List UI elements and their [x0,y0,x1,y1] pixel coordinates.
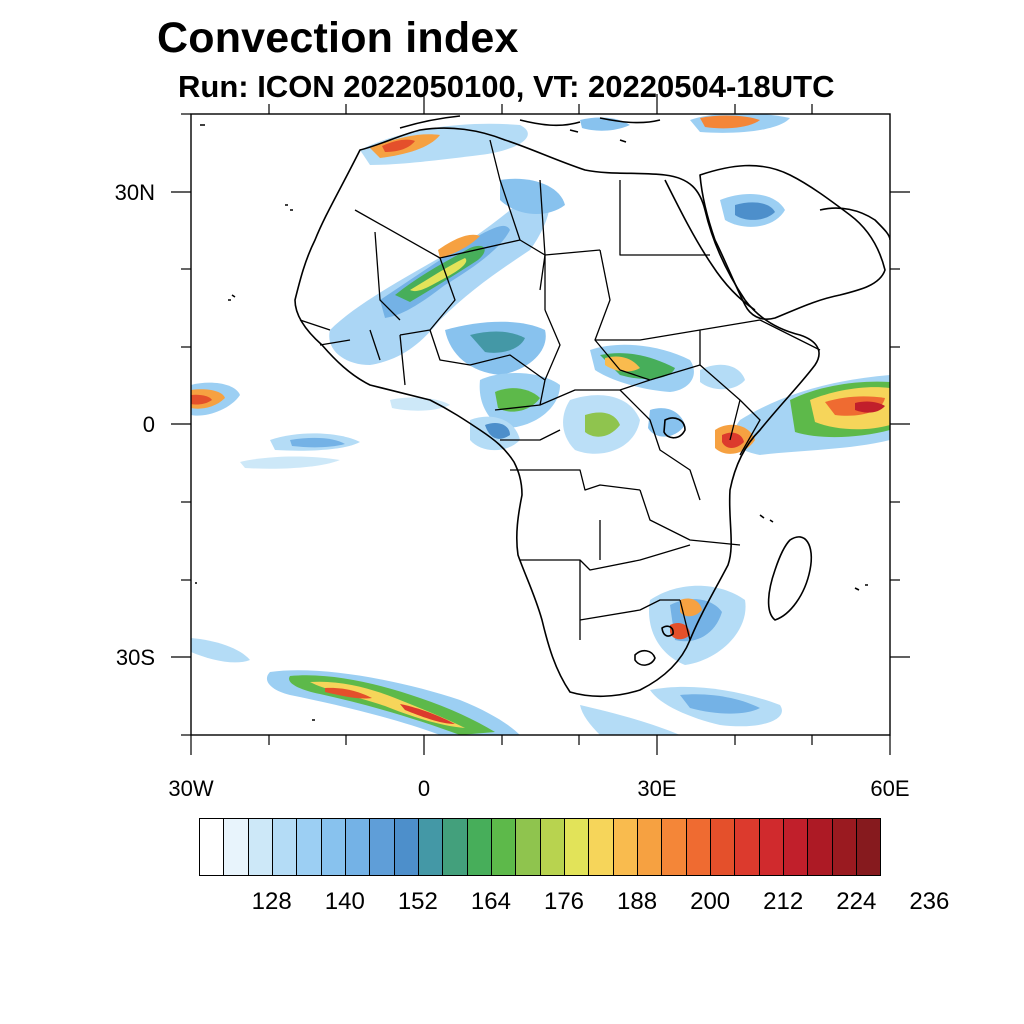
colorbar-label: 152 [397,888,438,915]
lon-label-30w: 30W [168,776,214,801]
lon-label-0: 0 [417,776,431,801]
colorbar-swatch [467,819,492,875]
africa-coastline [294,127,820,698]
indian-ocean-islands [759,514,868,591]
colorbar-label: 236 [909,888,950,915]
colorbar-swatch [248,819,273,875]
colorbar [199,818,881,876]
convection-southern-band [191,638,680,735]
colorbar-swatch [516,819,541,875]
colorbar-swatch [224,819,249,875]
colorbar-swatch [589,819,614,875]
convection-atlantic-streaks [240,397,450,469]
convection-east-africa [700,364,890,455]
colorbar-label: 188 [617,888,658,915]
atlantic-islands [195,204,315,721]
convection-arabia [720,194,785,227]
colorbar-swatch [200,819,225,875]
colorbar-label: 128 [251,888,292,915]
map-subtitle: Run: ICON 2022050100, VT: 20220504-18UTC [178,69,835,104]
colorbar-swatch [540,819,565,875]
eswatini-border [661,625,674,637]
colorbar-swatch [321,819,346,875]
map-title: Convection index [157,14,519,62]
colorbar-swatch [637,819,663,875]
europe-coastline [399,115,661,129]
colorbar-swatch [272,819,298,875]
colorbar-swatch [662,819,687,875]
red-sea-coast [664,179,756,311]
colorbar-label: 164 [470,888,511,915]
iran-coastline [819,207,890,241]
colorbar-swatch [686,819,711,875]
colorbar-swatch [491,819,517,875]
lake-victoria [663,417,686,439]
colorbar-swatch [370,819,395,875]
lon-label-60e: 60E [870,776,910,801]
colorbar-swatch [564,819,590,875]
convection-southeast-africa [649,585,782,727]
madagascar-coastline [767,536,812,621]
colorbar-swatch [856,819,881,875]
lat-label-0: 0 [142,412,155,437]
colorbar-swatch [759,819,784,875]
country-borders [299,139,821,641]
lat-label-30s: 30S [115,645,155,670]
colorbar-swatch [394,819,419,875]
axis-ticks [171,94,910,755]
colorbar-swatch [735,819,760,875]
colorbar-swatch [832,819,857,875]
colorbar-swatch [443,819,468,875]
colorbar-swatch [297,819,322,875]
convection-atlantic-west [191,382,240,416]
colorbar-label: 140 [324,888,365,915]
coastlines [195,115,890,721]
colorbar-swatch [783,819,809,875]
lon-label-30e: 30E [637,776,677,801]
lat-label-30n: 30N [114,180,155,205]
colorbar-swatch [808,819,833,875]
colorbar-swatch [710,819,736,875]
arabia-coastline [699,164,886,320]
colorbar-swatch [613,819,638,875]
colorbar-label: 200 [690,888,731,915]
mediterranean-islands [200,124,627,143]
colorbar-label: 224 [836,888,877,915]
colorbar-swatch [418,819,444,875]
colorbar-swatch [345,819,371,875]
convection-central-africa [563,344,694,454]
colorbar-label: 176 [543,888,585,915]
colorbar-label: 212 [763,888,804,915]
lesotho-border [634,649,656,666]
